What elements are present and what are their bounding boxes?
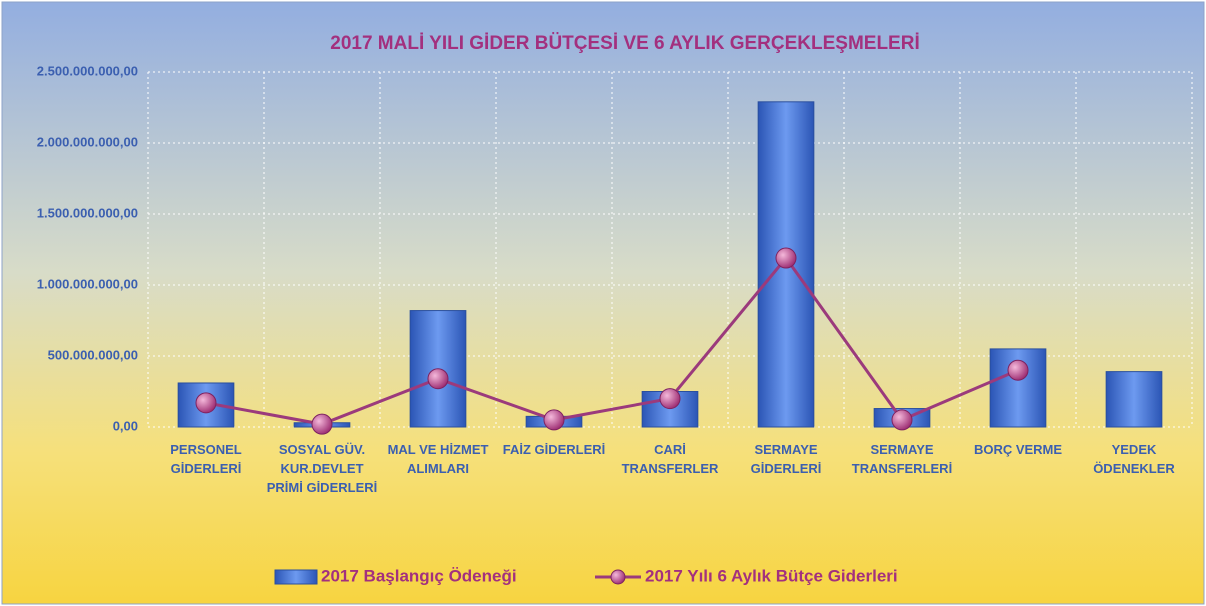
chart-title: 2017 MALİ YILI GİDER BÜTÇESİ VE 6 AYLIK … [330, 33, 919, 54]
x-tick-label: BORÇ VERME [973, 442, 1063, 457]
legend-label: 2017 Yılı 6 Aylık Bütçe Giderleri [645, 566, 898, 585]
bar [1105, 371, 1163, 428]
legend-swatch [274, 569, 318, 585]
x-tick-label: SERMAYE GİDERLERİ [750, 442, 822, 476]
x-tick-label: MAL VE HİZMET ALIMLARI [387, 442, 489, 476]
y-tick-label: 1.500.000.000,00 [37, 205, 138, 220]
y-tick-label: 0,00 [113, 418, 138, 433]
line-marker [195, 392, 217, 414]
line-marker [1007, 359, 1029, 381]
legend-swatch [610, 569, 626, 585]
x-tick-label: FAİZ GİDERLERİ [502, 442, 606, 457]
line-marker [427, 368, 449, 390]
line-marker [543, 409, 565, 431]
x-tick-label: SOSYAL GÜV. KUR.DEVLET PRİMİ GİDERLERİ [266, 442, 378, 495]
y-tick-label: 2.000.000.000,00 [37, 134, 138, 149]
line-marker [311, 413, 333, 435]
x-tick-label: CARİ TRANSFERLER [621, 442, 719, 476]
line-marker [891, 409, 913, 431]
y-tick-label: 1.000.000.000,00 [37, 276, 138, 291]
x-tick-label: SERMAYE TRANSFERLERİ [851, 442, 953, 476]
line-marker [775, 247, 797, 269]
legend-label: 2017 Başlangıç Ödeneği [321, 566, 517, 585]
x-tick-label: PERSONEL GİDERLERİ [170, 442, 242, 476]
y-tick-label: 500.000.000,00 [48, 347, 138, 362]
line-marker [659, 388, 681, 410]
line [205, 255, 1019, 426]
x-tick-label: YEDEK ÖDENEKLER [1093, 442, 1175, 476]
y-tick-label: 2.500.000.000,00 [37, 63, 138, 78]
